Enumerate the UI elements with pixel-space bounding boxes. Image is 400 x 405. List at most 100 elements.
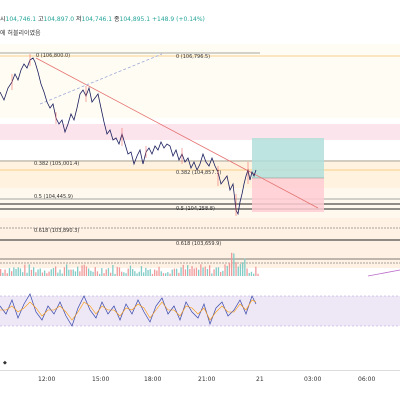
volume-bar [235, 262, 237, 276]
volume-bar [151, 273, 154, 276]
volume-bar [237, 266, 239, 276]
volume-bar [154, 269, 156, 276]
volume-bar [228, 262, 231, 276]
volume-bar [129, 265, 132, 276]
volume-bar [209, 265, 211, 276]
volume-bar [253, 273, 255, 276]
indicator-notice: 에 허블리이였음 [0, 30, 41, 37]
volume-bar [79, 271, 81, 276]
volume-bar [125, 273, 127, 276]
volume-bar [211, 273, 213, 276]
fib-labels: 0 (106,800.0) 0 (106,796.5) 0.382 (105,0… [34, 53, 221, 247]
volume-bar [217, 267, 220, 276]
volume-bar [15, 269, 17, 276]
oscillator-panel [0, 293, 400, 327]
time-tick-15: 15:00 [92, 376, 109, 383]
volume-bar [101, 268, 103, 276]
volume-bar [233, 253, 235, 276]
volume-bar [30, 269, 33, 276]
volume-bar [66, 264, 68, 276]
price-wicks [11, 54, 249, 216]
volume-bar [19, 268, 22, 276]
volume-bar [83, 264, 85, 276]
volume-bar [92, 271, 94, 276]
volume-bar [189, 269, 191, 276]
volume-bar [134, 271, 136, 276]
volume-bar [52, 268, 55, 276]
descending-trendline [35, 57, 319, 209]
volume-bar [140, 266, 143, 276]
volume-bar [246, 268, 248, 276]
trendlines [35, 53, 400, 277]
volume-bar [226, 265, 228, 276]
fib-label-0-right: 0 (106,796.5) [176, 54, 210, 60]
time-tick-18: 18:00 [144, 376, 161, 383]
volume-bar [123, 272, 125, 276]
volume-bar [173, 268, 176, 276]
ohlc-high-key: 고 [38, 16, 44, 23]
fib-lines [0, 52, 400, 264]
volume-bar [13, 267, 15, 276]
volume-bar [6, 273, 8, 276]
price-line [0, 57, 257, 216]
time-tick-03: 03:00 [304, 376, 321, 383]
time-tick-21: 21:00 [198, 376, 215, 383]
volume-bar [26, 272, 28, 276]
volume-bar [94, 267, 96, 276]
volume-bar [250, 271, 253, 276]
time-axis-svg: 12:00 15:00 18:00 21:00 21 03:00 06:00 [38, 376, 375, 383]
ohlc-close-key: 종 [114, 16, 120, 23]
fib-label-382-left: 0.382 (105,001.4) [34, 161, 79, 167]
ohlc-open-key: 시 [0, 16, 6, 23]
volume-bar [61, 273, 63, 276]
volume-bar [50, 269, 52, 276]
volume-bar [136, 273, 138, 276]
right-rising-line [367, 269, 400, 277]
volume-bar [74, 271, 77, 276]
volume-bar [143, 272, 145, 276]
price-chart[interactable]: 0 (106,800.0) 0 (106,796.5) 0.382 (105,0… [0, 44, 400, 370]
volume-bar [242, 262, 244, 276]
crosshair-marker: ◆ [3, 360, 7, 366]
take-profit-zone [252, 138, 324, 178]
volume-bar [59, 269, 61, 276]
time-axis[interactable]: 12:00 15:00 18:00 21:00 21 03:00 06:00 [0, 370, 400, 401]
ohlc-low-value: 104,746.1 [81, 16, 113, 23]
fib-zone-orange-3 [0, 218, 400, 268]
volume-bars [0, 252, 259, 276]
volume-bar [191, 266, 193, 276]
ohlc-change: +148.9 (+0.14%) [152, 16, 205, 23]
ohlc-close-value: 104,895.1 [119, 16, 151, 23]
ascending-dashed-line [39, 53, 163, 105]
volume-bar [257, 273, 259, 276]
fib-label-618-left: 0.618 (103,890.3) [34, 228, 79, 234]
volume-bar [112, 265, 114, 276]
time-tick-12: 12:00 [38, 376, 55, 383]
long-position-tool[interactable] [252, 138, 324, 212]
time-tick-day-21: 21 [256, 376, 264, 383]
volume-bar [4, 269, 6, 276]
oscillator-line-orange [0, 299, 257, 321]
oscillator-band [0, 296, 400, 326]
ohlc-legend: 시104,746.1 고104,897.0 저104,746.1 종104,89… [0, 14, 205, 23]
volume-bar [224, 264, 226, 276]
volume-bar [90, 270, 92, 276]
volume-bar [169, 273, 171, 276]
volume-bar [46, 273, 48, 276]
volume-bar [39, 268, 41, 276]
volume-bar [202, 267, 204, 276]
volume-bar [17, 267, 19, 276]
volume-bar [158, 266, 160, 276]
volume-bar [70, 269, 72, 276]
volume-bar [147, 270, 149, 276]
volume-bar [107, 268, 110, 276]
fib-zone-pink [0, 124, 400, 140]
volume-bar [8, 268, 11, 276]
volume-bar [37, 269, 39, 276]
volume-bar [28, 264, 30, 276]
volume-bar [167, 272, 169, 276]
volume-bar [96, 271, 99, 276]
volume-bar [24, 264, 26, 276]
volume-bar [180, 267, 182, 276]
volume-bar [206, 269, 209, 276]
